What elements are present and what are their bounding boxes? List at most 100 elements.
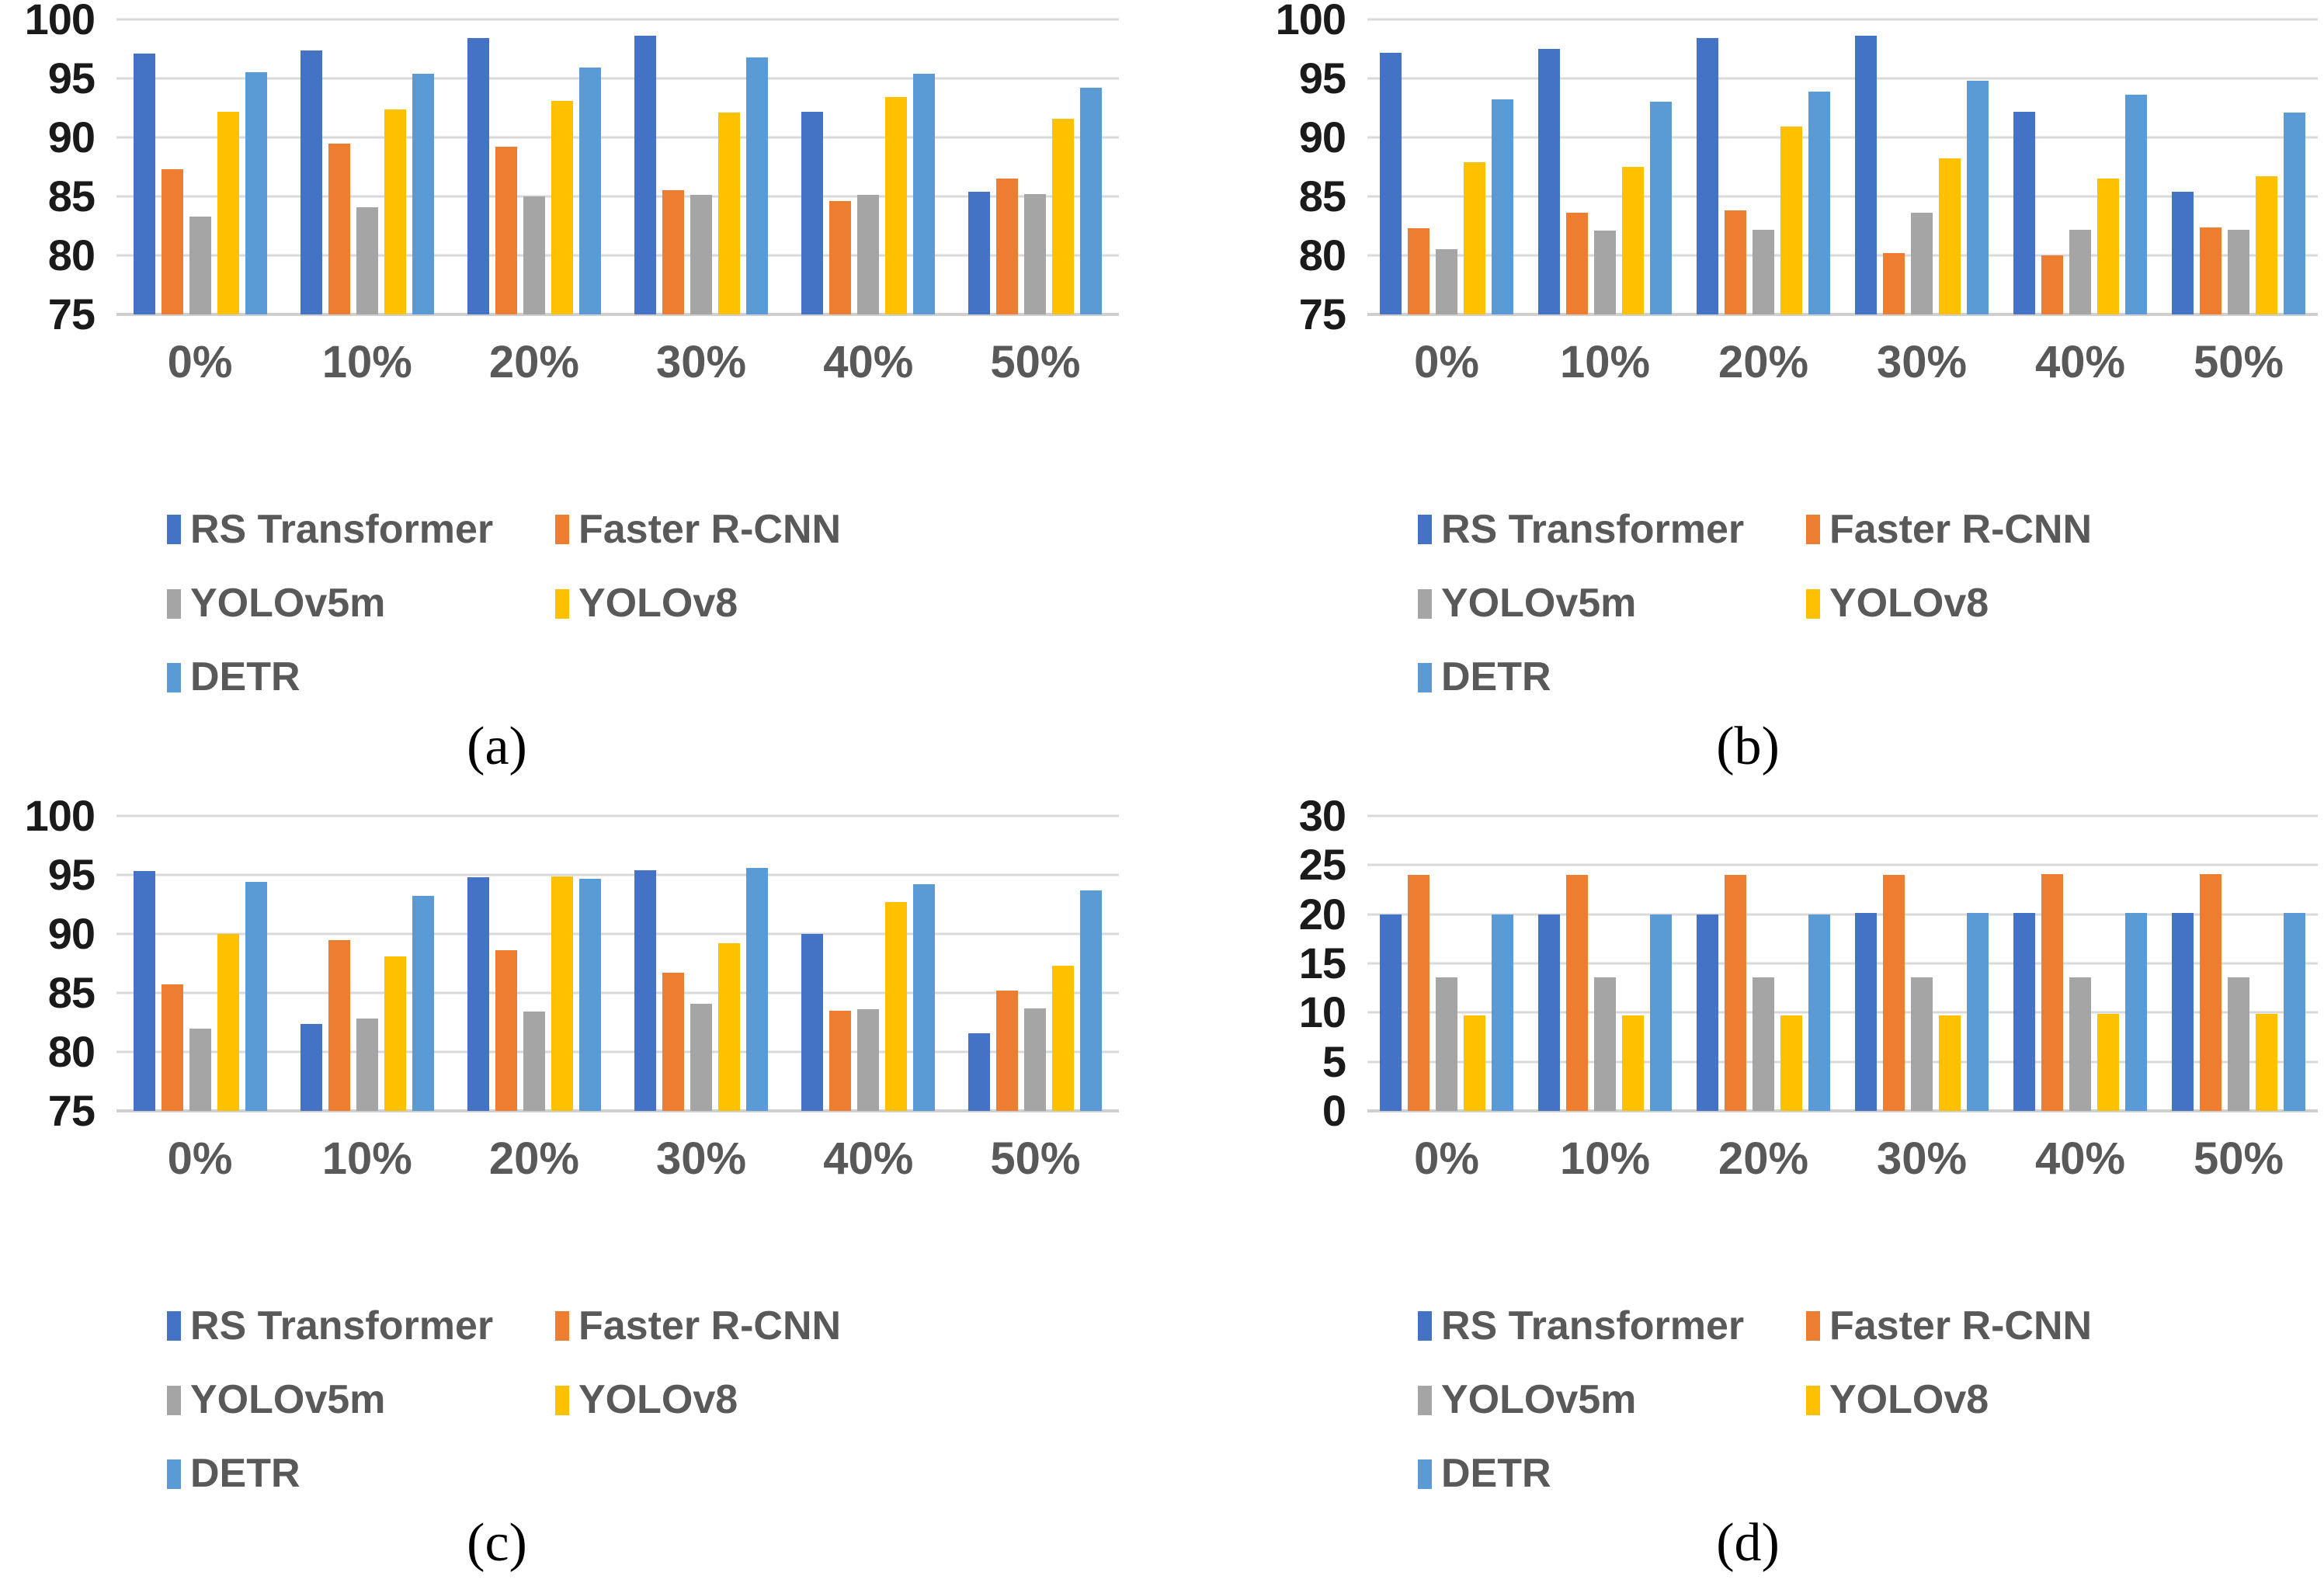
bar-group-50: [2159, 19, 2318, 314]
y-tick-label-75: 75: [1298, 290, 1346, 338]
legend: RS Transformer Faster R-CNN YOLOv5m YOLOv8 D…: [167, 1303, 1162, 1497]
bar-group-10: [1526, 816, 1684, 1111]
bar-detr-30: [1967, 913, 1989, 1111]
bar-yolov5m-10: [356, 1019, 378, 1111]
bar-detr-0: [245, 882, 267, 1111]
bar-group-20: [450, 816, 617, 1111]
legend-label-yolov5m: YOLOv5m: [1441, 580, 1637, 626]
bar-faster-r-cnn-30: [1883, 252, 1905, 314]
legend-label-rs-transformer: RS Transformer: [1441, 1303, 1745, 1348]
bar-yolov8-0: [217, 111, 239, 314]
gridline-100: [116, 18, 1119, 21]
x-tick-label-40: 40%: [823, 1133, 914, 1184]
y-axis-labels: 100 95 90 85 80 75: [0, 796, 116, 1133]
y-tick-label-85: 85: [1298, 172, 1346, 220]
x-axis-labels: 0% 10% 20% 30% 40% 50%: [1367, 1134, 2318, 1184]
bar-detr-40: [913, 884, 936, 1111]
x-tick-label-50: 50%: [2193, 337, 2284, 387]
bar-detr-50: [1080, 88, 1103, 314]
x-tick-label-0: 0%: [1414, 1133, 1479, 1184]
legend: RS Transformer Faster R-CNN YOLOv5m YOLOv8 D…: [1418, 1303, 2324, 1497]
gridline-80: [116, 1050, 1119, 1053]
bar-faster-r-cnn-0: [1408, 228, 1429, 314]
gridline-15: [1367, 962, 2318, 965]
y-tick-label-95: 95: [47, 54, 96, 102]
bar-faster-r-cnn-50: [2200, 227, 2222, 314]
bar-group-0: [1367, 19, 1526, 314]
bar-yolov8-20: [551, 100, 573, 314]
plot-area: [1367, 18, 2318, 316]
legend-swatch-yolov5m: [167, 588, 181, 619]
bar-faster-r-cnn-30: [1883, 875, 1905, 1111]
bar-group-40: [2001, 816, 2159, 1111]
bar-yolov8-30: [718, 113, 741, 314]
bar-detr-10: [1650, 102, 1672, 314]
caption-c: (c): [467, 1513, 527, 1574]
bar-rs-transformer-10: [1538, 914, 1560, 1111]
bar-yolov8-40: [885, 97, 908, 314]
bar-yolov5m-40: [857, 1009, 880, 1111]
legend-swatch-faster-r-cnn: [555, 1311, 569, 1341]
bar-detr-0: [245, 72, 267, 314]
bar-faster-r-cnn-30: [662, 973, 685, 1111]
bar-rs-transformer-50: [2172, 191, 2194, 314]
bar-group-10: [283, 19, 450, 314]
legend-swatch-rs-transformer: [1418, 515, 1432, 545]
bar-detr-0: [1492, 99, 1513, 314]
legend-swatch-detr: [167, 1459, 181, 1489]
x-tick-label-0: 0%: [167, 1133, 233, 1184]
legend-label-detr: DETR: [1441, 654, 1551, 700]
gridline-85: [1367, 195, 2318, 198]
bar-yolov8-20: [1780, 1015, 1802, 1111]
bar-detr-50: [1080, 890, 1103, 1111]
bar-yolov8-10: [384, 109, 406, 314]
y-tick-label-95: 95: [1298, 54, 1346, 102]
legend-swatch-faster-r-cnn: [1806, 1311, 1820, 1341]
y-tick-label-75: 75: [47, 1086, 96, 1135]
legend-swatch-rs-transformer: [167, 1311, 181, 1341]
bar-faster-r-cnn-10: [328, 939, 350, 1111]
legend-swatch-yolov8: [555, 588, 569, 619]
bar-yolov5m-30: [1911, 977, 1933, 1111]
bar-yolov5m-50: [1024, 193, 1047, 314]
y-tick-label-90: 90: [47, 909, 96, 958]
bar-detr-0: [1492, 914, 1513, 1111]
legend: RS Transformer Faster R-CNN YOLOv5m YOLOv8 D…: [1418, 506, 2324, 700]
gridline-75: [116, 1109, 1119, 1112]
bar-group-0: [116, 816, 283, 1111]
gridline-90: [116, 136, 1119, 139]
bar-yolov5m-50: [1024, 1008, 1047, 1111]
plot-area: [1367, 814, 2318, 1112]
bar-group-40: [785, 816, 952, 1111]
legend-label-faster-r-cnn: Faster R-CNN: [1829, 506, 2093, 552]
bar-rs-transformer-40: [801, 111, 824, 314]
bar-yolov5m-0: [1436, 249, 1457, 314]
y-tick-label-10: 10: [1298, 987, 1346, 1037]
x-tick-label-10: 10%: [1559, 337, 1651, 387]
bar-faster-r-cnn-20: [1725, 210, 1746, 314]
bar-faster-r-cnn-40: [2041, 255, 2063, 314]
legend-label-yolov8: YOLOv8: [1829, 580, 1989, 626]
bar-group-20: [450, 19, 617, 314]
x-tick-label-40: 40%: [2034, 1133, 2126, 1184]
gridline-85: [116, 991, 1119, 994]
legend-item-rs-transformer: RS Transformer: [167, 507, 555, 552]
caption-d: (d): [1716, 1513, 1780, 1574]
bar-detr-50: [2284, 913, 2305, 1111]
plot-area: [116, 814, 1119, 1112]
bar-detr-30: [746, 57, 769, 314]
bar-yolov5m-20: [1753, 229, 1774, 314]
y-tick-label-80: 80: [47, 1027, 96, 1076]
bar-detr-40: [2125, 95, 2147, 314]
legend-item-yolov8: YOLOv8: [555, 1377, 943, 1422]
bar-yolov5m-10: [356, 206, 378, 314]
bar-yolov5m-30: [1911, 213, 1933, 314]
legend-item-faster-r-cnn: Faster R-CNN: [555, 507, 943, 552]
bar-detr-20: [1808, 91, 1830, 314]
legend-item-rs-transformer: RS Transformer: [1418, 1303, 1806, 1348]
bar-faster-r-cnn-10: [1566, 875, 1588, 1111]
bar-yolov5m-20: [1753, 977, 1774, 1111]
bar-yolov8-10: [1622, 1015, 1644, 1111]
y-tick-label-80: 80: [1298, 231, 1346, 279]
